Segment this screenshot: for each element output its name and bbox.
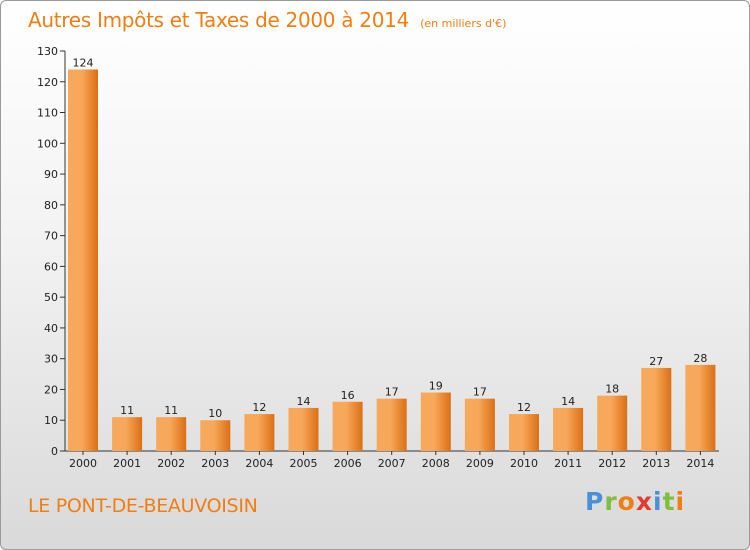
value-label-2012: 18	[605, 383, 619, 396]
bar-2013	[641, 367, 672, 451]
commune-name: LE PONT-DE-BEAUVOISIN	[28, 495, 258, 517]
value-label-2006: 16	[341, 389, 355, 402]
x-tick-label-2001: 2001	[113, 457, 141, 470]
x-tick-label-2007: 2007	[378, 457, 406, 470]
x-tick-label-2010: 2010	[510, 457, 538, 470]
bar-2009	[464, 398, 495, 451]
bar-2005	[288, 407, 319, 451]
brand-letter: o	[617, 487, 636, 516]
value-label-2011: 14	[561, 395, 575, 408]
value-label-2000: 124	[73, 56, 94, 69]
brand-letter: i	[653, 487, 663, 516]
chart-subtitle: (en milliers d'€)	[420, 17, 507, 30]
brand-letter: P	[585, 487, 605, 516]
bar-2003	[200, 420, 231, 451]
x-tick-label-2005: 2005	[290, 457, 318, 470]
bar-2010	[509, 414, 539, 451]
x-tick-label-2002: 2002	[157, 457, 185, 470]
y-tick-label: 40	[44, 322, 58, 335]
x-tick-label-2014: 2014	[686, 457, 714, 470]
y-tick-label: 10	[44, 414, 58, 427]
value-label-2005: 14	[297, 395, 311, 408]
bar-2007	[376, 398, 407, 451]
bar-2002	[156, 417, 187, 451]
value-label-2014: 28	[693, 352, 707, 365]
value-label-2003: 10	[208, 407, 222, 420]
brand-letter: r	[604, 487, 618, 516]
bar-2006	[332, 401, 363, 451]
x-tick-label-2004: 2004	[245, 457, 273, 470]
x-tick-label-2012: 2012	[598, 457, 626, 470]
y-tick-label: 50	[44, 291, 58, 304]
y-tick-label: 120	[37, 76, 58, 89]
y-tick-label: 60	[44, 260, 58, 273]
x-tick-label-2000: 2000	[69, 457, 97, 470]
value-label-2002: 11	[164, 404, 178, 417]
x-tick-label-2011: 2011	[554, 457, 582, 470]
brand-letter: i	[675, 487, 686, 516]
y-tick-label: 110	[37, 107, 58, 120]
bar-2011	[553, 407, 584, 451]
x-tick-label-2006: 2006	[334, 457, 362, 470]
brand-letter: x	[635, 487, 653, 516]
bar-2004	[244, 414, 275, 451]
y-tick-label: 30	[44, 353, 58, 366]
value-label-2004: 12	[252, 401, 266, 414]
bar-2001	[112, 417, 143, 451]
x-tick-label-2009: 2009	[466, 457, 494, 470]
value-label-2008: 19	[429, 380, 443, 393]
y-tick-label: 90	[44, 168, 58, 181]
y-tick-label: 0	[51, 445, 58, 458]
x-tick-label-2003: 2003	[201, 457, 229, 470]
value-label-2001: 11	[120, 404, 134, 417]
y-tick-label: 20	[44, 383, 58, 396]
y-tick-label: 70	[44, 230, 58, 243]
bar-2000	[68, 69, 98, 451]
value-label-2013: 27	[649, 355, 663, 368]
bar-2012	[597, 395, 628, 451]
brand-letter: t	[662, 487, 676, 516]
chart-labels: 124 2000 11 2001 11 2002 10 2003 12 2004 14 2005 16 2…	[69, 56, 714, 470]
y-tick-label: 130	[37, 45, 58, 58]
chart-header: Autres Impôts et Taxes de 2000 à 2014 (e…	[28, 8, 506, 32]
bar-2014	[685, 364, 716, 451]
y-tick-label: 100	[37, 137, 58, 150]
chart-bars	[68, 69, 716, 451]
value-label-2009: 17	[473, 386, 487, 399]
value-label-2010: 12	[517, 401, 531, 414]
chart-title: Autres Impôts et Taxes de 2000 à 2014	[28, 8, 409, 32]
x-tick-label-2008: 2008	[422, 457, 450, 470]
bar-2008	[420, 392, 451, 451]
value-label-2007: 17	[385, 386, 399, 399]
y-tick-label: 80	[44, 199, 58, 212]
brand-logo: Proxiti	[585, 487, 685, 516]
x-tick-label-2013: 2013	[642, 457, 670, 470]
